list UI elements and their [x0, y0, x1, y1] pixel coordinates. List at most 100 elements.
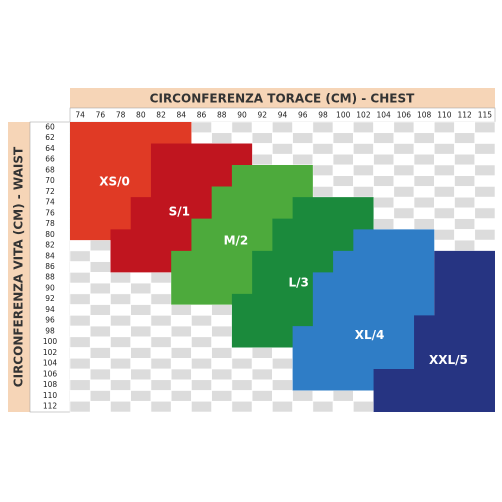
- grid-cell: [393, 175, 415, 187]
- grid-cell: [312, 175, 334, 187]
- grid-cell: [413, 186, 435, 198]
- grid-cell: [413, 153, 435, 166]
- grid-cell: [89, 293, 111, 305]
- grid-cell: [433, 121, 455, 134]
- grid-cell: [474, 239, 496, 252]
- grid-cell: [110, 368, 132, 381]
- grid-cell: [211, 336, 233, 348]
- grid-cell: [454, 121, 476, 134]
- grid-cell: [454, 175, 476, 187]
- grid-cell: [130, 336, 152, 348]
- grid-cell: [251, 379, 273, 391]
- grid-cell: [211, 390, 233, 402]
- grid-cell: [353, 121, 374, 134]
- grid-cell: [433, 207, 455, 219]
- grid-cell: [272, 357, 293, 370]
- grid-cell: [211, 357, 233, 370]
- column-label: 74: [75, 111, 85, 120]
- grid-cell: [191, 315, 212, 327]
- row-label: 90: [45, 283, 55, 292]
- grid-cell: [393, 121, 415, 134]
- grid-cell: [130, 400, 152, 413]
- grid-cell: [332, 121, 354, 134]
- grid-cell: [433, 186, 455, 198]
- row-label: 72: [45, 187, 55, 196]
- grid-cell: [211, 121, 233, 134]
- grid-cell: [474, 121, 496, 134]
- grid-cell: [89, 315, 111, 327]
- row-label: 78: [45, 219, 55, 228]
- grid-cell: [110, 400, 132, 413]
- grid-cell: [89, 390, 111, 402]
- grid-cell: [110, 336, 132, 348]
- row-label: 86: [45, 262, 55, 271]
- grid-cell: [150, 272, 172, 284]
- grid-cell: [89, 261, 111, 273]
- grid-cell: [393, 196, 415, 209]
- grid-cell: [170, 336, 192, 348]
- grid-cell: [292, 121, 314, 134]
- grid-cell: [110, 315, 132, 327]
- grid-cell: [89, 272, 111, 284]
- grid-cell: [191, 304, 212, 316]
- row-label: 92: [45, 294, 55, 303]
- column-label: 100: [336, 111, 351, 120]
- grid-cell: [89, 379, 111, 391]
- grid-cell: [272, 153, 293, 166]
- grid-cell: [251, 132, 273, 144]
- grid-cell: [69, 347, 91, 359]
- grid-cell: [89, 304, 111, 316]
- grid-cell: [150, 293, 172, 305]
- grid-cell: [231, 357, 253, 370]
- grid-cell: [292, 132, 314, 144]
- grid-cell: [130, 325, 152, 338]
- grid-cell: [292, 400, 314, 413]
- row-label: 60: [45, 122, 55, 131]
- row-label: 88: [45, 273, 55, 282]
- grid-cell: [373, 218, 395, 230]
- column-label: 82: [156, 111, 166, 120]
- grid-cell: [211, 368, 233, 381]
- grid-cell: [211, 304, 233, 316]
- grid-cell: [110, 272, 132, 284]
- size-region: [292, 229, 435, 391]
- grid-cell: [69, 357, 91, 370]
- size-label: S/1: [169, 205, 190, 219]
- grid-cell: [393, 132, 415, 144]
- grid-cell: [150, 315, 172, 327]
- grid-cell: [413, 121, 435, 134]
- grid-cell: [150, 400, 172, 413]
- size-label: XXL/5: [429, 353, 468, 367]
- grid-cell: [433, 239, 455, 252]
- grid-cell: [130, 293, 152, 305]
- grid-cell: [312, 153, 334, 166]
- grid-cell: [413, 207, 435, 219]
- grid-cell: [130, 390, 152, 402]
- grid-cell: [413, 218, 435, 230]
- grid-cell: [272, 400, 293, 413]
- grid-cell: [150, 379, 172, 391]
- grid-cell: [69, 325, 91, 338]
- grid-cell: [69, 250, 91, 262]
- grid-cell: [433, 218, 455, 230]
- grid-cell: [454, 132, 476, 144]
- grid-cell: [89, 336, 111, 348]
- grid-cell: [454, 164, 476, 177]
- grid-cell: [231, 379, 253, 391]
- row-label: 76: [45, 208, 55, 217]
- header-title: CIRCONFERENZA TORACE (CM) - CHEST: [150, 92, 415, 106]
- column-label: 90: [237, 111, 247, 120]
- column-label: 88: [217, 111, 227, 120]
- grid-cell: [191, 400, 212, 413]
- grid-cell: [433, 164, 455, 177]
- column-label: 76: [96, 111, 106, 120]
- column-label: 94: [278, 111, 288, 120]
- grid-cell: [69, 293, 91, 305]
- grid-cell: [69, 272, 91, 284]
- grid-cell: [130, 357, 152, 370]
- grid-cell: [413, 132, 435, 144]
- grid-cell: [353, 143, 374, 155]
- grid-cell: [69, 379, 91, 391]
- grid-cell: [454, 196, 476, 209]
